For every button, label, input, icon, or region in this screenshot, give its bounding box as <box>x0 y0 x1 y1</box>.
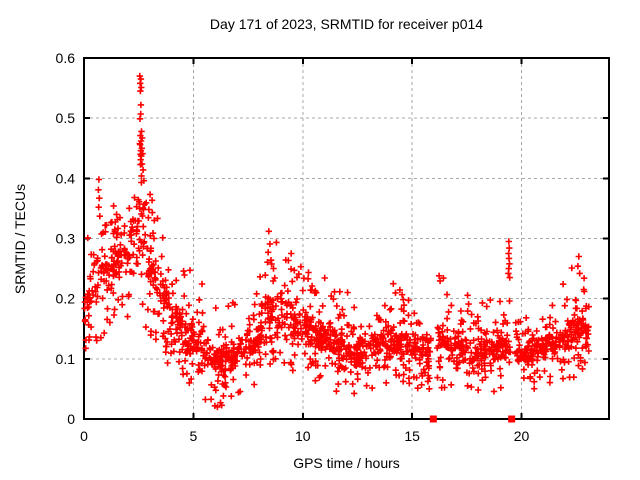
y-tick-label: 0.4 <box>56 170 76 186</box>
chart-title: Day 171 of 2023, SRMTID for receiver p01… <box>209 16 484 32</box>
gap-markers <box>429 415 516 423</box>
y-tick-label: 0.6 <box>56 50 76 66</box>
x-tick-label: 5 <box>189 428 197 444</box>
x-tick-label: 10 <box>295 428 311 444</box>
x-tick-label: 20 <box>514 428 530 444</box>
y-tick-label: 0 <box>67 411 75 427</box>
y-tick-label: 0.3 <box>56 231 76 247</box>
y-tick-label: 0.5 <box>56 110 76 126</box>
gap-square-marker <box>429 415 437 423</box>
x-tick-label: 15 <box>404 428 420 444</box>
axis-ticks <box>83 57 609 420</box>
tick-labels: 0 5 10 15 20 0 0.1 0.2 0.3 0.4 0.5 0.6 <box>56 50 530 444</box>
y-tick-label: 0.2 <box>56 291 76 307</box>
data-points <box>81 72 592 411</box>
x-tick-label: 0 <box>80 428 88 444</box>
y-tick-label: 0.1 <box>56 351 76 367</box>
x-axis-label: GPS time / hours <box>293 455 400 471</box>
gap-square-marker <box>508 415 516 423</box>
